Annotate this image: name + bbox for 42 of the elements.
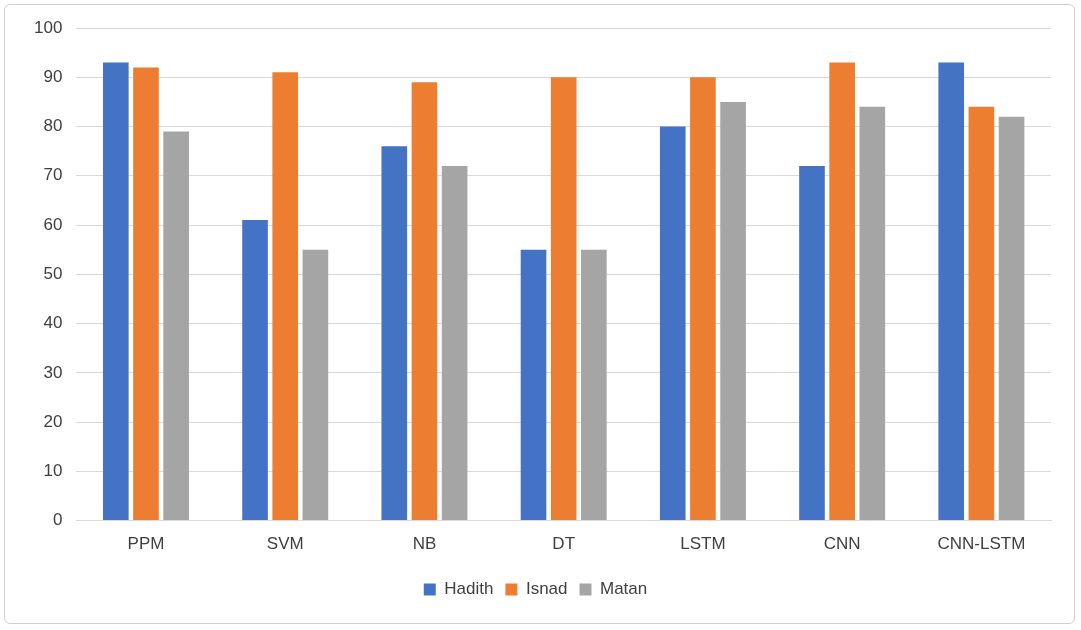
bar: [102, 62, 129, 521]
bar: [859, 106, 886, 521]
bar: [163, 131, 189, 521]
bar: [690, 77, 716, 521]
y-tick-label: 90: [43, 66, 63, 86]
y-tick-label: 100: [33, 17, 63, 37]
y-tick-label: 50: [43, 263, 63, 283]
bar: [659, 126, 686, 521]
bar: [829, 62, 855, 521]
bar: [133, 67, 159, 521]
x-tick-label: LSTM: [680, 534, 726, 554]
bar: [720, 101, 746, 521]
y-tick-label: 60: [43, 214, 63, 234]
bar: [520, 249, 547, 521]
x-tick-label: DT: [552, 534, 576, 554]
legend-label: Isnad: [525, 579, 568, 599]
legend-label: Hadith: [444, 579, 494, 599]
bar: [272, 72, 299, 521]
bar: [968, 106, 995, 521]
bar: [799, 165, 825, 521]
y-tick-label: 40: [43, 313, 63, 333]
y-tick-label: 30: [43, 362, 63, 382]
x-tick-label: CNN-LSTM: [937, 534, 1026, 554]
bar: [550, 77, 577, 521]
y-tick-label: 80: [43, 116, 63, 136]
y-tick-label: 0: [52, 510, 63, 530]
bar: [242, 220, 268, 521]
x-tick-label: SVM: [266, 534, 304, 554]
bar: [302, 249, 329, 521]
x-tick-label: NB: [412, 534, 437, 554]
y-tick-label: 20: [43, 411, 63, 431]
bar: [411, 82, 438, 521]
bar: [441, 165, 468, 521]
bar: [381, 146, 408, 521]
x-tick-label: CNN: [823, 534, 861, 554]
legend-label: Matan: [599, 579, 648, 599]
bar: [581, 249, 607, 521]
y-tick-label: 10: [43, 461, 63, 481]
x-tick-label: PPM: [127, 534, 165, 554]
y-tick-label: 70: [43, 165, 63, 185]
bar: [938, 62, 965, 521]
bar: [998, 116, 1025, 521]
